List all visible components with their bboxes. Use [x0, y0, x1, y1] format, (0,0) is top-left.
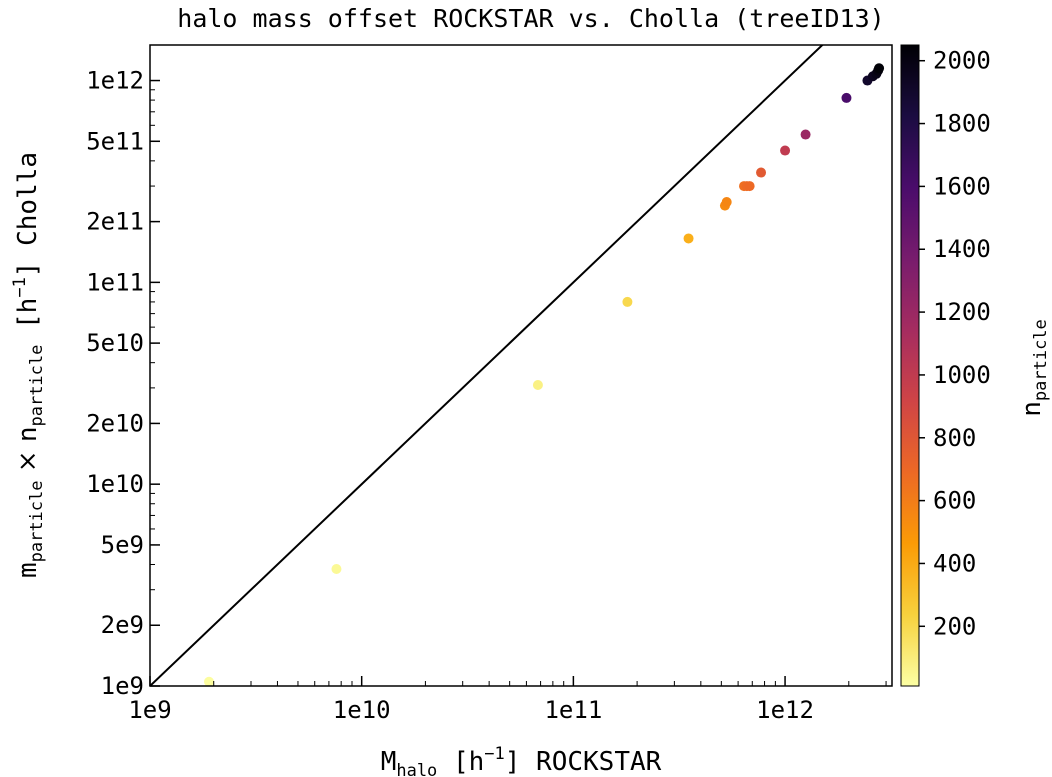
data-point [800, 129, 811, 140]
y-tick-label: 2e11 [86, 208, 144, 236]
y-tick-label: 1e11 [86, 268, 144, 296]
x-tick-label: 1e9 [128, 696, 171, 724]
x-axis-label: Mhalo [h−1] ROCKSTAR [381, 744, 662, 777]
y-label-main: m [13, 562, 43, 578]
identity-line [150, 45, 824, 686]
y-tick-label: 2e9 [101, 611, 144, 639]
colorbar-tick-label: 1600 [933, 172, 991, 200]
y-label-unit-close: ] Cholla [13, 152, 43, 277]
colorbar-tick-label: 600 [933, 487, 976, 515]
y-tick-label: 1e10 [86, 470, 144, 498]
data-point [204, 676, 215, 686]
x-tick-label: 1e11 [544, 696, 602, 724]
chart-title: halo mass offset ROCKSTAR vs. Cholla (tr… [177, 4, 884, 33]
y-axis-label: mparticle × nparticle [h−1] Cholla [10, 152, 47, 578]
data-point [532, 380, 543, 391]
data-point [756, 167, 767, 178]
y-tick-label: 5e9 [101, 531, 144, 559]
colorbar-tick-label: 400 [933, 549, 976, 577]
x-label-unit-close: ] ROCKSTAR [505, 747, 662, 777]
x-tick-label: 1e10 [333, 696, 391, 724]
colorbar-tick-label: 800 [933, 424, 976, 452]
y-tick-label: 2e10 [86, 409, 144, 437]
y-tick-label: 5e11 [86, 127, 144, 155]
colorbar-tick-label: 2000 [933, 47, 991, 75]
y-tick-label: 5e10 [86, 329, 144, 357]
colorbar-tick-label: 1000 [933, 361, 991, 389]
y-label-sub2: particle [27, 345, 47, 427]
colorbar [900, 44, 920, 687]
colorbar-tick-label: 1800 [933, 110, 991, 138]
y-label-exp: −1 [10, 277, 30, 297]
colorbar-ticks: 200 400 600 800 1000 1200 1400 1600 1800 2000 [919, 47, 991, 640]
data-point [841, 92, 852, 103]
colorbar-label: nparticle [1017, 319, 1051, 417]
y-tick-label: 1e9 [101, 672, 144, 700]
colorbar-label-sub: particle [1031, 319, 1051, 401]
plot-frame [149, 44, 893, 687]
data-point [744, 181, 755, 192]
colorbar-tick-label: 1200 [933, 298, 991, 326]
y-label-n: n [13, 427, 43, 443]
y-label-sub1: particle [27, 481, 47, 563]
y-axis: 1e9 2e9 5e9 1e10 2e10 5e10 1e11 2e11 5e11 1e12 [86, 67, 160, 700]
x-axis: 1e9 1e10 1e11 1e12 [128, 676, 887, 724]
x-label-main: M [381, 747, 397, 777]
data-point [780, 145, 791, 156]
x-label-unit-open: [h [437, 747, 484, 777]
data-point [683, 233, 694, 244]
data-points [204, 63, 885, 686]
data-point [622, 296, 633, 307]
data-point [721, 197, 732, 208]
data-point [331, 563, 342, 574]
x-label-sub: halo [396, 761, 437, 777]
x-tick-label: 1e12 [756, 696, 814, 724]
x-label-exp: −1 [484, 744, 504, 764]
data-point [874, 63, 885, 74]
colorbar-tick-label: 200 [933, 612, 976, 640]
y-tick-label: 1e12 [86, 67, 144, 95]
y-label-unit-open: [h [13, 298, 43, 345]
y-label-times: × [13, 442, 43, 480]
colorbar-label-main: n [1017, 401, 1047, 417]
colorbar-tick-label: 1400 [933, 235, 991, 263]
